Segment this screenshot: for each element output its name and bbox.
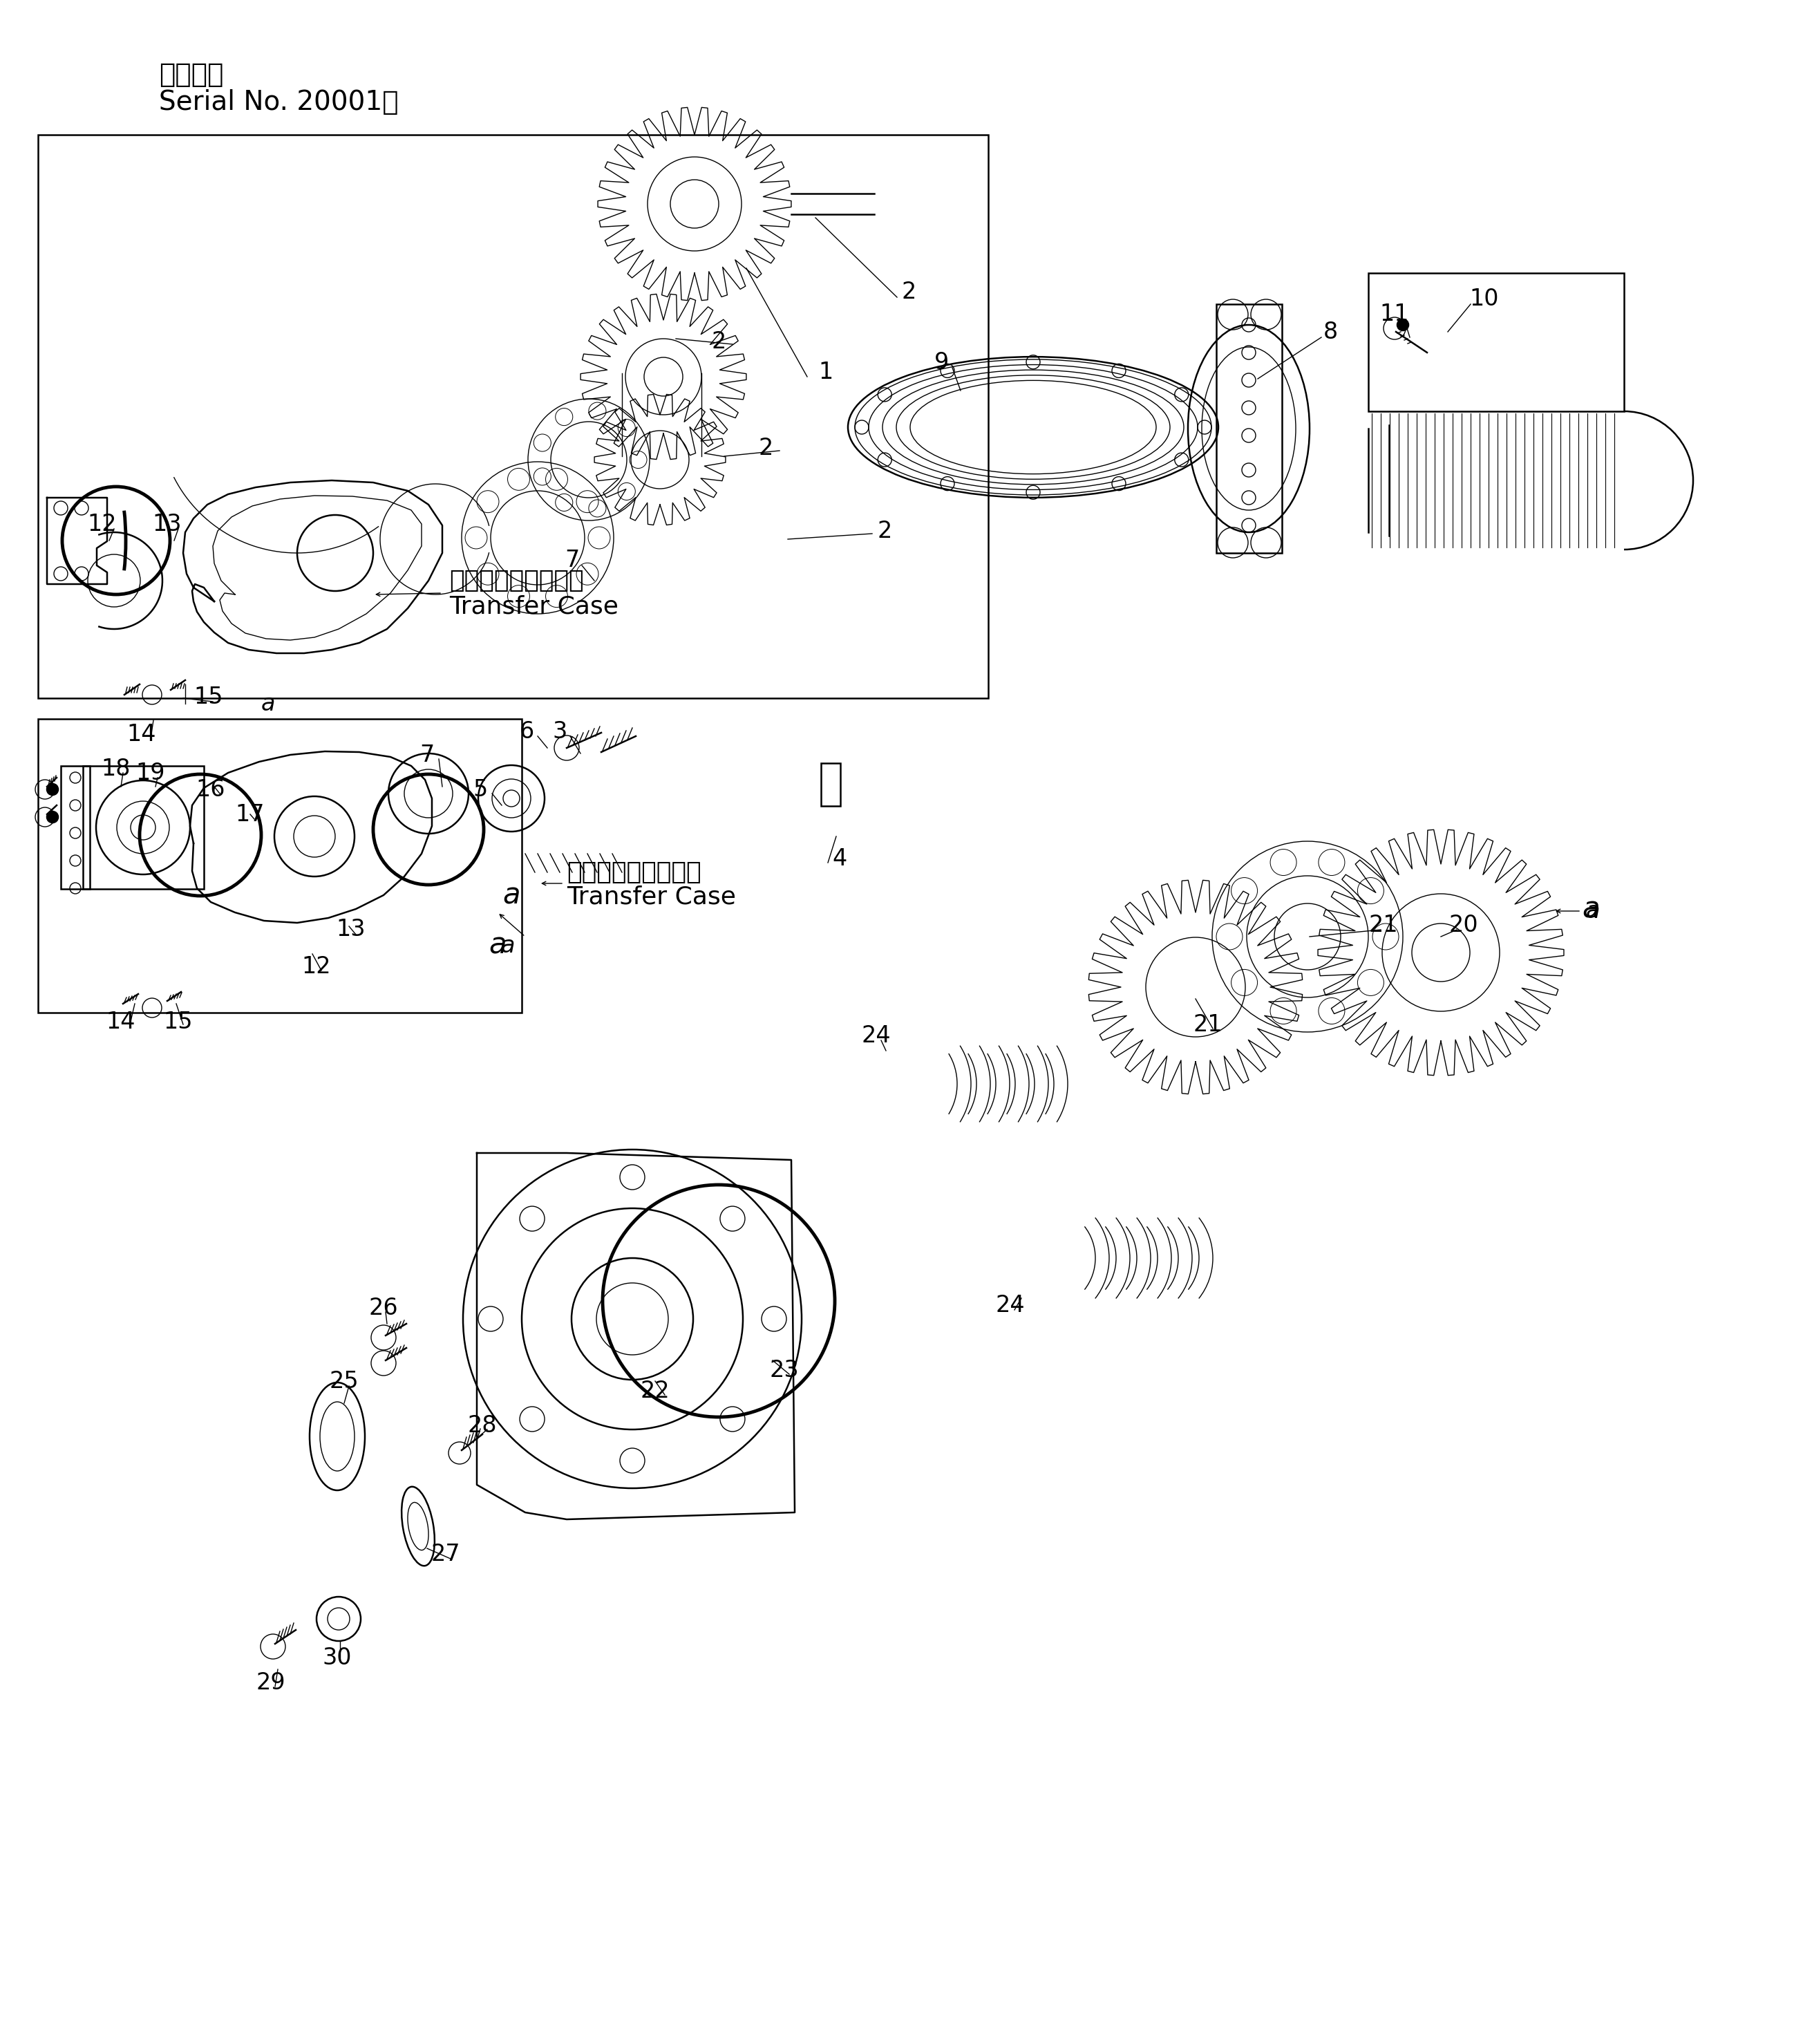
Text: 28: 28 (467, 1414, 498, 1437)
Text: 2: 2 (878, 519, 892, 542)
Text: 25: 25 (330, 1369, 359, 1392)
Text: 2: 2 (902, 280, 916, 303)
Text: 13: 13 (337, 918, 366, 940)
Text: 16: 16 (197, 779, 225, 801)
Text: 19: 19 (135, 762, 166, 785)
Text: 15: 15 (195, 685, 224, 707)
Text: 3: 3 (552, 719, 568, 742)
Text: a: a (501, 934, 516, 957)
Text: トランスファケース: トランスファケース (449, 568, 584, 593)
Bar (38, 719, 521, 1012)
Text: a: a (503, 881, 521, 910)
Text: 18: 18 (101, 756, 132, 781)
Text: 30: 30 (323, 1645, 352, 1670)
Text: 22: 22 (640, 1380, 671, 1402)
Text: 13: 13 (153, 513, 182, 536)
Text: 4: 4 (833, 846, 847, 871)
Text: 14: 14 (126, 724, 157, 746)
Bar (61, 766, 90, 889)
Text: 20: 20 (1450, 914, 1478, 936)
Text: 2: 2 (759, 437, 773, 460)
Text: Transfer Case: Transfer Case (449, 595, 618, 619)
Text: 8: 8 (1323, 321, 1338, 343)
Text: 5: 5 (472, 779, 487, 801)
Bar (38, 135, 988, 699)
Text: 24: 24 (862, 1024, 891, 1047)
Text: Transfer Case: Transfer Case (566, 885, 736, 910)
Text: Serial No. 20001～: Serial No. 20001～ (159, 90, 398, 114)
Text: 14: 14 (106, 1010, 135, 1032)
Circle shape (47, 783, 58, 795)
Text: a: a (261, 693, 276, 715)
Text: 17: 17 (236, 803, 265, 826)
Bar (83, 766, 204, 889)
Text: 27: 27 (431, 1543, 460, 1566)
Bar (1368, 274, 1625, 411)
Text: 2: 2 (712, 331, 727, 354)
Bar (820, 762, 840, 805)
Circle shape (47, 811, 58, 822)
Bar (1217, 305, 1282, 554)
Text: 23: 23 (770, 1359, 799, 1382)
Text: トランスファケース: トランスファケース (566, 861, 701, 885)
Text: a: a (1587, 899, 1599, 922)
Text: 適用号機: 適用号機 (159, 61, 224, 88)
Text: 24: 24 (995, 1294, 1026, 1316)
Text: 10: 10 (1469, 288, 1498, 311)
Text: 26: 26 (370, 1296, 398, 1318)
Text: 29: 29 (256, 1672, 285, 1694)
Text: 21: 21 (1194, 1014, 1222, 1036)
Text: 6: 6 (519, 719, 534, 742)
Text: 12: 12 (301, 955, 332, 977)
Text: 21: 21 (1368, 914, 1399, 936)
Text: 1: 1 (819, 360, 833, 384)
Text: a: a (489, 932, 507, 961)
Text: 7: 7 (420, 744, 435, 766)
Text: 7: 7 (564, 548, 579, 572)
Circle shape (1397, 319, 1408, 331)
Text: 11: 11 (1379, 303, 1410, 325)
Text: 9: 9 (934, 352, 948, 374)
Text: a: a (1581, 895, 1599, 924)
Text: 12: 12 (88, 513, 117, 536)
Text: 15: 15 (164, 1010, 193, 1032)
